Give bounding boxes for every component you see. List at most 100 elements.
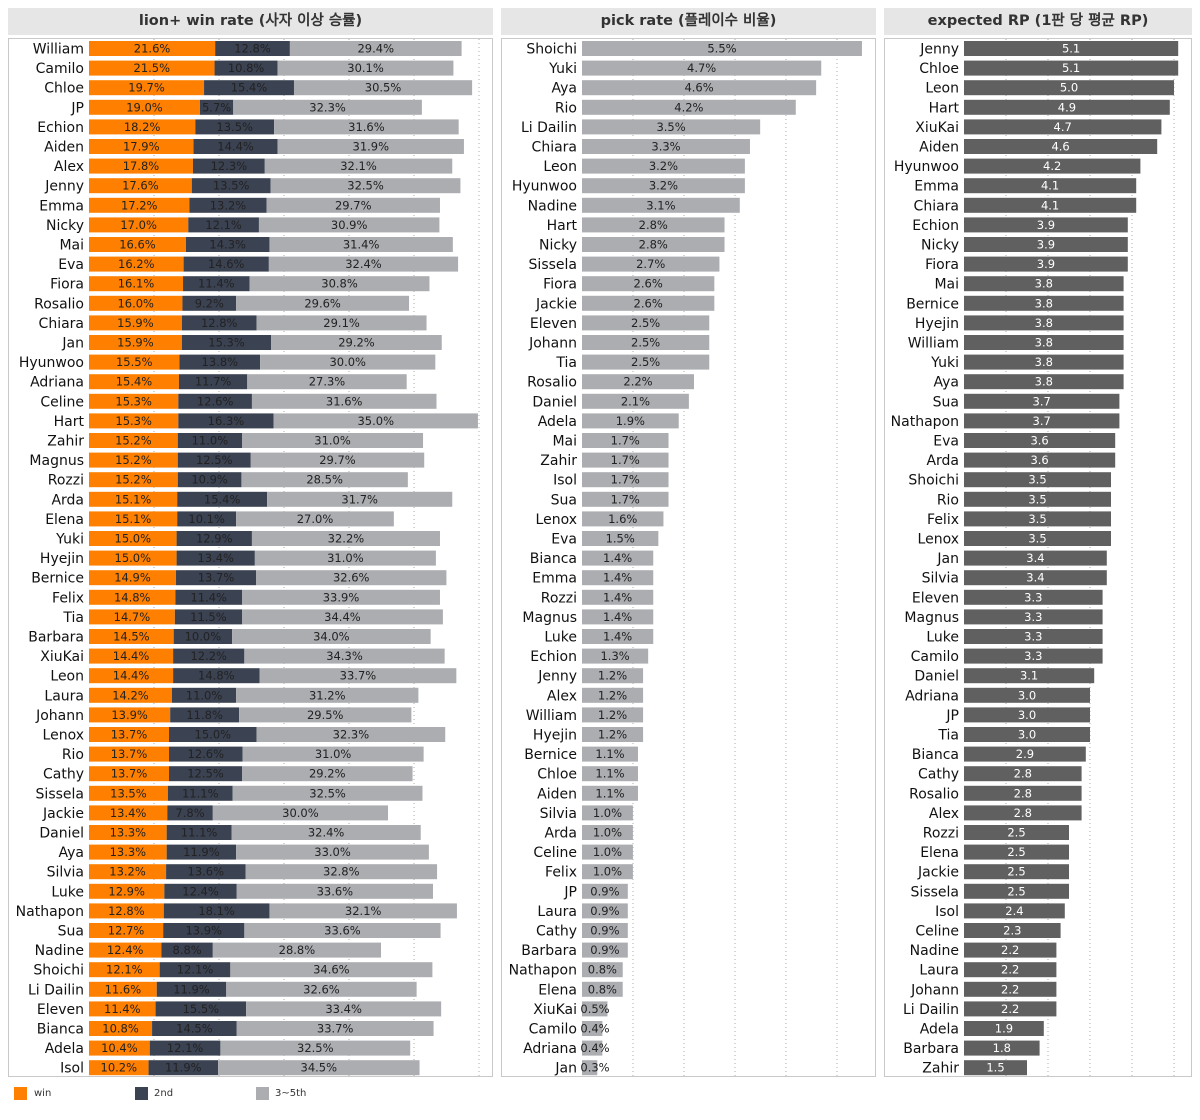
bar-pick-eva: [582, 531, 659, 546]
bar-rp-aya: [964, 374, 1124, 390]
value-label-win-chiara: 15.9%: [117, 316, 154, 330]
value-label-rp-barbara: 1.8: [993, 1041, 1011, 1055]
value-label-2nd-hyunwoo: 13.8%: [202, 355, 239, 369]
bar-pick-felix: [582, 864, 633, 880]
value-label-rp-hyejin: 3.8: [1035, 316, 1053, 330]
bar-2nd-cathy: [169, 766, 243, 782]
category-label-arda: Arda: [544, 826, 577, 842]
bar-3-5th-li-dailin: [226, 981, 417, 997]
bar-pick-nathapon: [582, 962, 623, 978]
bar-pick-jp: [582, 883, 628, 899]
value-label-pick-nicky: 2.8%: [639, 238, 668, 252]
value-label-pick-laura: 0.9%: [590, 904, 619, 918]
bar-rp-silvia: [964, 570, 1107, 586]
value-label-win-xiukai: 14.4%: [113, 649, 150, 663]
bar-2nd-nadine: [161, 942, 213, 958]
value-label-3-5th-adela: 32.5%: [297, 1041, 334, 1055]
category-label-li-dailin: Li Dailin: [521, 120, 577, 136]
bar-win-jp: [89, 99, 200, 115]
value-label-pick-luke: 1.4%: [603, 630, 632, 644]
category-label-alex: Alex: [547, 688, 577, 704]
value-label-rp-silvia: 3.4: [1026, 571, 1044, 585]
value-label-win-bianca: 10.8%: [102, 1022, 139, 1036]
value-label-pick-hart: 2.8%: [639, 218, 668, 232]
category-label-alex: Alex: [54, 159, 84, 175]
category-label-nadine: Nadine: [528, 198, 577, 214]
bar-2nd-felix: [175, 589, 243, 605]
bar-rp-eleven: [964, 589, 1103, 605]
bar-3-5th-sissela: [232, 785, 423, 801]
category-label-sua: Sua: [58, 924, 84, 940]
value-label-pick-eva: 1.5%: [606, 532, 635, 546]
value-label-win-hyunwoo: 15.5%: [116, 355, 153, 369]
bar-win-hyejin: [89, 550, 177, 566]
category-label-shoichi: Shoichi: [908, 473, 959, 489]
value-label-win-silvia: 13.2%: [109, 865, 146, 879]
category-label-zahir: Zahir: [540, 453, 577, 469]
value-label-pick-silvia: 1.0%: [593, 806, 622, 820]
bar-pick-luke: [582, 629, 654, 644]
category-label-eleven: Eleven: [530, 316, 577, 332]
bar-2nd-fiora: [183, 276, 250, 292]
value-label-rp-william: 3.8: [1035, 336, 1053, 350]
category-label-luke: Luke: [926, 630, 959, 646]
category-label-felix: Felix: [545, 865, 577, 881]
value-label-2nd-shoichi: 12.1%: [177, 963, 214, 977]
category-label-tia: Tia: [62, 610, 84, 626]
bar-rp-nathapon: [964, 413, 1120, 429]
value-label-pick-jackie: 2.6%: [634, 296, 663, 310]
category-label-bianca: Bianca: [912, 747, 959, 763]
value-label-win-nicky: 17.0%: [120, 218, 157, 232]
value-label-win-camilo: 21.5%: [134, 61, 171, 75]
bar-rp-eva: [964, 433, 1116, 448]
value-label-2nd-barbara: 10.0%: [185, 630, 222, 644]
category-label-rozzi: Rozzi: [541, 590, 577, 606]
category-label-sissela: Sissela: [529, 257, 577, 273]
legend: win 2nd 3~5th: [14, 1087, 334, 1101]
value-label-pick-sissela: 2.7%: [636, 257, 665, 271]
category-label-eleven: Eleven: [37, 1002, 84, 1018]
category-label-jan: Jan: [554, 1061, 577, 1077]
value-label-win-alex: 17.8%: [123, 159, 160, 173]
bar-pick-william: [582, 707, 644, 723]
bar-pick-hyejin: [582, 727, 644, 742]
bar-3-5th-nadine: [212, 942, 381, 958]
bar-win-alex: [89, 158, 193, 174]
value-label-rp-arda: 3.6: [1030, 453, 1048, 467]
value-label-pick-isol: 1.7%: [611, 473, 640, 487]
bar-rp-isol: [964, 903, 1065, 919]
category-label-emma: Emma: [39, 198, 84, 214]
bar-rp-camilo: [964, 648, 1103, 664]
value-label-3-5th-aya: 33.0%: [314, 845, 351, 859]
bar-2nd-eva: [183, 256, 269, 272]
bar-2nd-arda: [177, 491, 268, 507]
bar-2nd-tia: [174, 609, 243, 625]
value-label-2nd-nathapon: 18.1%: [198, 904, 235, 918]
value-label-pick-daniel: 2.1%: [621, 394, 650, 408]
bar-rp-jenny: [964, 41, 1179, 56]
value-label-rp-rozzi: 2.5: [1007, 826, 1025, 840]
value-label-win-barbara: 14.5%: [113, 630, 150, 644]
bar-3-5th-hyunwoo: [260, 354, 436, 370]
value-label-win-jan: 15.9%: [117, 336, 154, 350]
value-label-3-5th-jenny: 32.5%: [347, 179, 384, 193]
bar-3-5th-isol: [218, 1060, 420, 1076]
bar-2nd-alex: [192, 158, 265, 174]
bar-win-adela: [89, 1040, 150, 1056]
value-label-win-lenox: 13.7%: [111, 728, 148, 742]
bar-3-5th-jackie: [212, 805, 389, 821]
category-label-echion: Echion: [912, 218, 959, 234]
bar-win-daniel: [89, 825, 167, 840]
value-label-3-5th-celine: 31.6%: [326, 394, 363, 408]
bar-pick-yuki: [582, 60, 822, 76]
value-label-3-5th-sua: 33.6%: [324, 924, 361, 938]
bar-pick-bianca: [582, 550, 654, 566]
category-label-nicky: Nicky: [539, 238, 577, 254]
value-label-2nd-hyejin: 13.4%: [197, 551, 234, 565]
bar-2nd-johann: [170, 707, 240, 723]
value-label-win-adriana: 15.4%: [116, 375, 153, 389]
value-label-pick-celine: 1.0%: [593, 845, 622, 859]
bar-rp-laura: [964, 962, 1057, 978]
category-label-mai: Mai: [59, 238, 84, 254]
value-label-3-5th-rozzi: 28.5%: [306, 473, 343, 487]
